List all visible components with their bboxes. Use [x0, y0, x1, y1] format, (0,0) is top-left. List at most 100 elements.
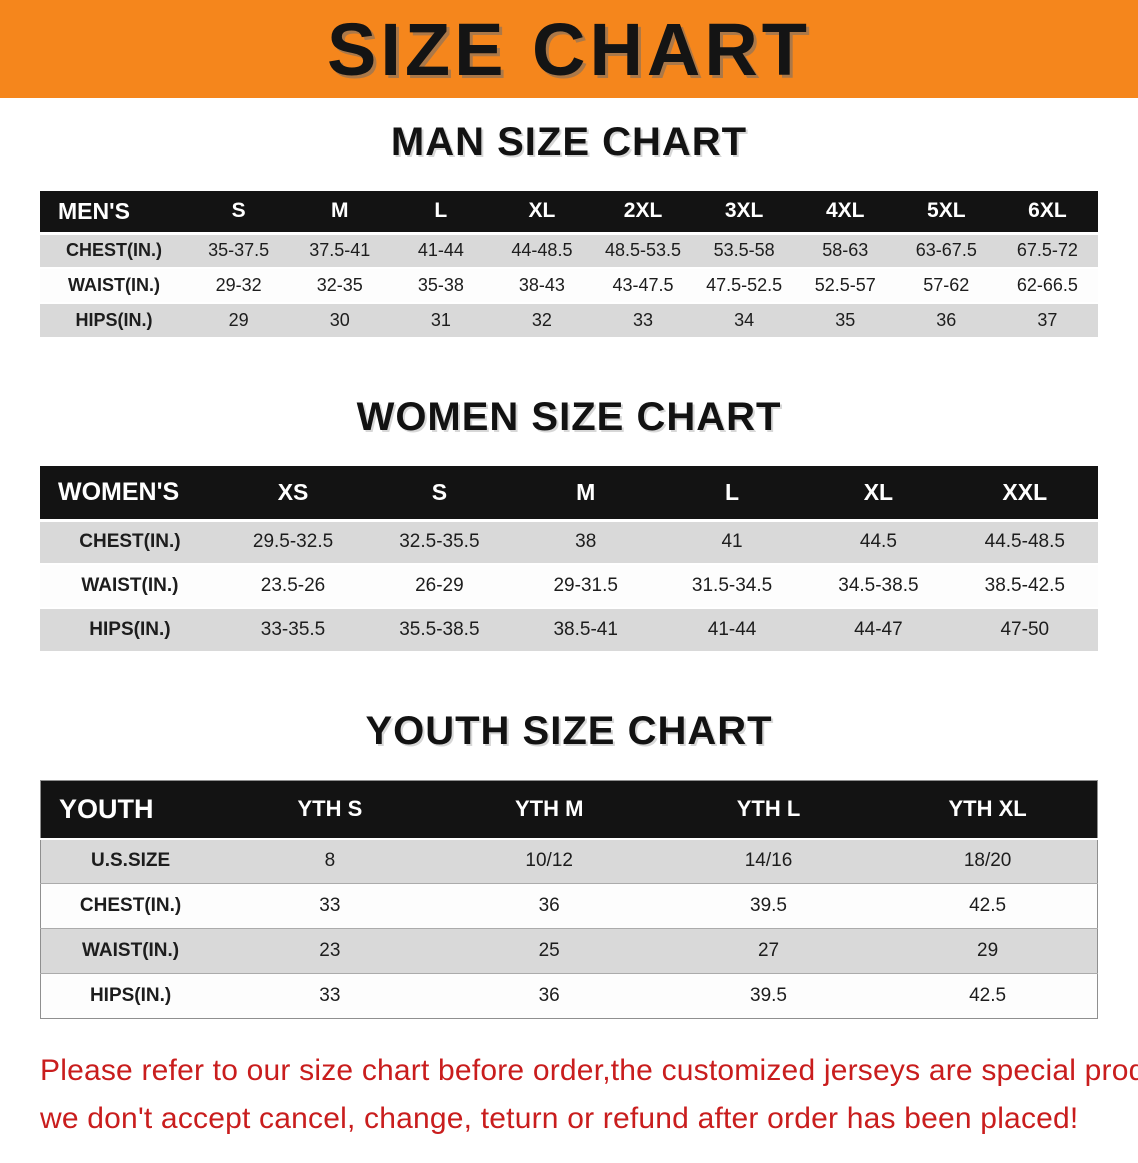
- data-cell: 29.5-32.5: [252, 531, 334, 553]
- men-size-table: MEN'S S M L XL 2XL 3XL 4XL 5XL 6XL CHEST(IN.) 35-37…: [40, 191, 1098, 339]
- men-size-column-header: M: [289, 191, 391, 235]
- youth-table-row: WAIST(IN.) 23 25 27 29: [40, 928, 1098, 974]
- data-cell: 38.5-42.5: [984, 575, 1065, 596]
- data-cell: 33: [633, 310, 654, 330]
- data-cell: 23.5-26: [260, 575, 326, 596]
- data-cell: 53.5-58: [713, 240, 775, 261]
- size-section-youth: YOUTH SIZE CHART YOUTH YTH S YTH M YTH L YTH …: [40, 709, 1098, 1019]
- data-cell: 58-63: [822, 240, 869, 261]
- men-size-column-header: 3XL: [693, 191, 795, 235]
- data-cell: 18/20: [963, 850, 1012, 872]
- men-section-heading: MAN SIZE CHART: [390, 120, 748, 164]
- men-header-row: MEN'S S M L XL 2XL 3XL 4XL 5XL 6XL: [40, 191, 1098, 235]
- men-table-title: MEN'S: [40, 191, 189, 235]
- youth-header-row: YOUTH YTH S YTH M YTH L YTH XL: [40, 780, 1098, 840]
- banner: SIZE CHART: [0, 0, 1138, 98]
- youth-size-column-header: YTH M: [439, 780, 659, 840]
- disclaimer: Please refer to our size chart before or…: [0, 1019, 1138, 1163]
- row-label: WAIST(IN.): [68, 275, 161, 295]
- youth-section-heading: YOUTH SIZE CHART: [365, 709, 773, 753]
- youth-table-row: HIPS(IN.) 33 36 39.5 42.5: [40, 973, 1098, 1019]
- men-size-column-header: 2XL: [592, 191, 694, 235]
- data-cell: 35-38: [417, 275, 464, 295]
- row-label: HIPS(IN.): [89, 985, 172, 1006]
- youth-table-row: U.S.SIZE 8 10/12 14/16 18/20: [40, 838, 1098, 884]
- data-cell: 23: [319, 940, 341, 961]
- data-cell: 41-44: [417, 240, 464, 261]
- data-cell: 41-44: [707, 619, 757, 640]
- data-cell: 39.5: [750, 895, 787, 916]
- data-cell: 41: [721, 531, 743, 553]
- data-cell: 27: [757, 940, 780, 961]
- data-cell: 44-47: [854, 619, 903, 640]
- women-size-column-header: M: [512, 466, 659, 522]
- data-cell: 48.5-53.5: [605, 240, 682, 261]
- data-cell: 36: [936, 310, 957, 330]
- women-size-column-header: XS: [219, 466, 367, 522]
- men-size-column-header: 4XL: [794, 191, 896, 235]
- disclaimer-line-2: we don't accept cancel, change, teturn o…: [40, 1102, 1079, 1135]
- data-cell: 44.5: [859, 531, 897, 553]
- data-cell: 36: [538, 985, 560, 1006]
- men-table-row: HIPS(IN.) 29 30 31 32 33 34 35 36 37: [40, 303, 1098, 338]
- data-cell: 32.5-35.5: [399, 531, 480, 553]
- data-cell: 30: [329, 310, 350, 330]
- youth-size-column-header: YTH L: [658, 780, 879, 840]
- page-title: SIZE CHART: [327, 7, 811, 91]
- data-cell: 25: [538, 940, 560, 961]
- data-cell: 35-37.5: [208, 240, 270, 261]
- data-cell: 33-35.5: [260, 619, 326, 640]
- data-cell: 37: [1037, 310, 1058, 330]
- women-table-row: CHEST(IN.) 29.5-32.5 32.5-35.5 38 41 44.5 44.5…: [40, 520, 1098, 564]
- data-cell: 26-29: [415, 575, 464, 596]
- row-label: CHEST(IN.): [66, 240, 163, 261]
- data-cell: 63-67.5: [915, 240, 977, 261]
- data-cell: 34.5-38.5: [838, 575, 919, 596]
- data-cell: 36: [538, 895, 560, 916]
- data-cell: 32-35: [316, 275, 363, 295]
- data-cell: 29-32: [215, 275, 262, 295]
- sections-container: MAN SIZE CHART MEN'S S M L XL 2XL 3XL 4XL 5XL 6XL C…: [0, 98, 1138, 1019]
- data-cell: 43-47.5: [612, 275, 674, 295]
- youth-size-table: YOUTH YTH S YTH M YTH L YTH XL U.S.SIZE 8 10/12…: [40, 780, 1098, 1019]
- men-table-row: CHEST(IN.) 35-37.5 37.5-41 41-44 44-48.5 48.5…: [40, 233, 1098, 268]
- data-cell: 57-62: [923, 275, 970, 295]
- data-cell: 38-43: [518, 275, 565, 295]
- data-cell: 42.5: [969, 895, 1007, 916]
- data-cell: 33: [319, 985, 341, 1006]
- data-cell: 29: [977, 940, 999, 961]
- men-size-column-header: S: [188, 191, 290, 235]
- data-cell: 37.5-41: [309, 240, 371, 261]
- row-label: WAIST(IN.): [81, 575, 179, 596]
- data-cell: 31: [430, 310, 451, 330]
- data-cell: 10/12: [525, 850, 573, 872]
- data-cell: 67.5-72: [1016, 240, 1078, 261]
- row-label: CHEST(IN.): [79, 531, 181, 553]
- women-size-table: WOMEN'S XS S M L XL XXL CHEST(IN.) 29.5-32.5 32.5…: [40, 466, 1098, 653]
- data-cell: 14/16: [744, 850, 793, 872]
- youth-size-column-header: YTH S: [220, 780, 440, 840]
- size-section-women: WOMEN SIZE CHART WOMEN'S XS S M L XL XXL CHEST(I…: [40, 395, 1098, 653]
- row-label: HIPS(IN.): [89, 619, 171, 640]
- row-label: CHEST(IN.): [79, 895, 182, 916]
- women-table-row: HIPS(IN.) 33-35.5 35.5-38.5 38.5-41 41-44 44-…: [40, 608, 1098, 652]
- row-label: U.S.SIZE: [91, 850, 171, 872]
- youth-table-row: CHEST(IN.) 33 36 39.5 42.5: [40, 883, 1098, 929]
- women-table-row: WAIST(IN.) 23.5-26 26-29 29-31.5 31.5-34.5 34…: [40, 564, 1098, 608]
- men-table-row: WAIST(IN.) 29-32 32-35 35-38 38-43 43-47.5 47.…: [40, 268, 1098, 303]
- women-size-column-header: XL: [805, 466, 952, 522]
- women-header-row: WOMEN'S XS S M L XL XXL: [40, 466, 1098, 522]
- data-cell: 42.5: [969, 985, 1007, 1006]
- row-label: HIPS(IN.): [75, 310, 153, 330]
- data-cell: 29-31.5: [553, 575, 618, 596]
- women-size-column-header: XXL: [951, 466, 1098, 522]
- data-cell: 39.5: [750, 985, 787, 1006]
- women-table-title: WOMEN'S: [40, 466, 220, 522]
- data-cell: 29: [228, 310, 249, 330]
- data-cell: 8: [324, 850, 336, 872]
- youth-size-column-header: YTH XL: [878, 780, 1098, 840]
- data-cell: 35.5-38.5: [399, 619, 480, 640]
- data-cell: 32: [531, 310, 552, 330]
- data-cell: 31.5-34.5: [691, 575, 773, 596]
